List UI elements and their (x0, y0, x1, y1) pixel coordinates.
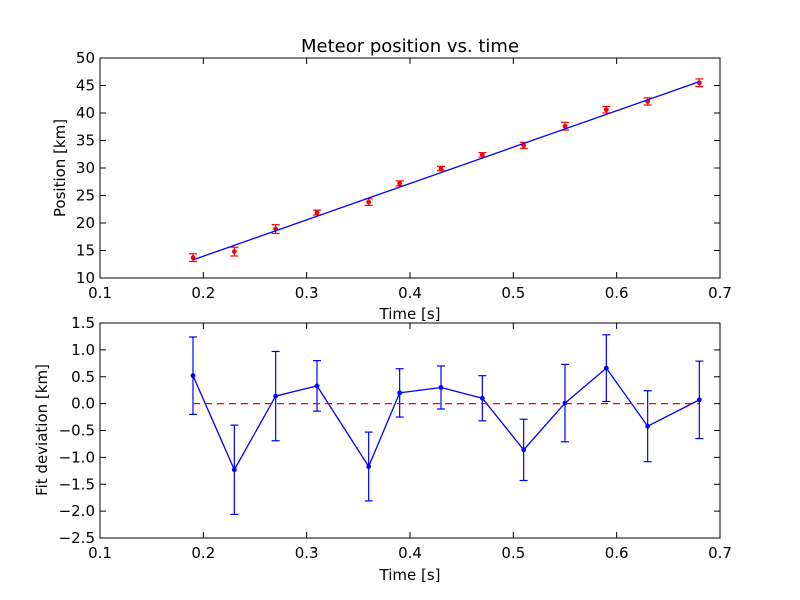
data-point (314, 383, 320, 389)
deviation-chart-marks (189, 334, 704, 515)
x-tick-label: 0.6 (605, 284, 629, 302)
data-point (438, 166, 444, 171)
y-tick-label: 0.5 (71, 368, 95, 386)
x-tick-label: 0.7 (708, 544, 732, 562)
data-point (438, 385, 444, 390)
y-tick-label: 1.0 (71, 341, 95, 359)
data-point (562, 123, 568, 129)
fit-line (192, 81, 700, 261)
x-tick-label: 0.3 (295, 544, 319, 562)
position-chart: Meteor position vs. time 0.1 0.2 0.3 0.4 0.5… (51, 36, 732, 323)
deviation-chart-xlabel: Time [s] (379, 566, 441, 584)
data-point (314, 210, 320, 215)
y-tick-label: 50 (76, 49, 95, 67)
data-point (231, 467, 237, 473)
y-tick-label: −1.0 (59, 448, 95, 466)
y-tick-label: 40 (76, 104, 95, 122)
data-point (366, 464, 372, 469)
data-point (273, 393, 279, 399)
x-tick-label: 0.5 (501, 284, 525, 302)
data-point (231, 249, 237, 255)
y-tick-label: −1.5 (59, 475, 95, 493)
data-point (696, 397, 702, 403)
data-point (479, 395, 485, 401)
y-tick-label: 1.5 (71, 314, 95, 332)
y-tick-label: 25 (76, 187, 95, 205)
deviation-chart: 0.1 0.2 0.3 0.4 0.5 0.6 0.7 −2.5 −2.0 −1.5 −1.0 −0.… (33, 314, 732, 584)
x-tick-label: 0.4 (398, 544, 422, 562)
data-point (479, 152, 485, 158)
data-point (521, 447, 527, 453)
y-tick-label: 15 (76, 242, 95, 260)
x-tick-label: 0.2 (191, 544, 215, 562)
y-tick-label: −2.5 (59, 529, 95, 547)
y-tick-label: 45 (76, 77, 95, 95)
data-point (603, 365, 609, 371)
data-point (397, 181, 403, 186)
data-point (397, 390, 403, 396)
y-tick-label: 30 (76, 159, 95, 177)
position-chart-ylabel: Position [km] (51, 119, 69, 217)
x-tick-label: 0.7 (708, 284, 732, 302)
position-chart-ticks: 0.1 0.2 0.3 0.4 0.5 0.6 0.7 10 15 20 25 30 35 40 45 50 (76, 49, 732, 302)
data-point (366, 199, 372, 205)
y-tick-label: −0.5 (59, 422, 95, 440)
x-tick-label: 0.6 (605, 544, 629, 562)
deviation-chart-ticks: 0.1 0.2 0.3 0.4 0.5 0.6 0.7 −2.5 −2.0 −1.5 −1.0 −0.… (59, 314, 732, 562)
x-tick-label: 0.4 (398, 284, 422, 302)
position-chart-title: Meteor position vs. time (301, 36, 519, 57)
x-tick-label: 0.3 (295, 284, 319, 302)
y-tick-label: −2.0 (59, 502, 95, 520)
x-tick-label: 0.5 (501, 544, 525, 562)
y-tick-label: 20 (76, 214, 95, 232)
y-tick-label: 0.0 (71, 395, 95, 413)
data-point (645, 423, 651, 429)
deviation-chart-ylabel: Fit deviation [km] (33, 364, 51, 496)
position-chart-xlabel: Time [s] (379, 305, 441, 323)
y-tick-label: 35 (76, 132, 95, 150)
x-tick-label: 0.2 (191, 284, 215, 302)
position-chart-marks (189, 78, 704, 263)
x-tick-label: 0.1 (88, 544, 112, 562)
x-tick-label: 0.1 (88, 284, 112, 302)
y-tick-label: 10 (76, 269, 95, 287)
data-point (190, 373, 196, 379)
data-point (603, 107, 609, 113)
